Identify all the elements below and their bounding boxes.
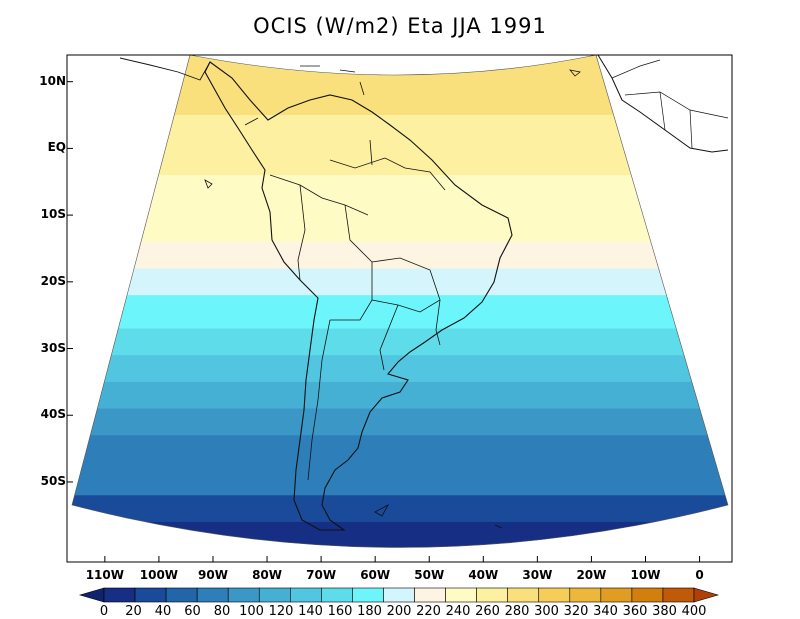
plot-frame [66, 54, 733, 563]
colorbar-label-8: 160 [327, 604, 353, 619]
colorbar-cell-17 [631, 587, 664, 603]
field-band-5 [72, 241, 728, 269]
colorbar-cell-13 [507, 587, 540, 603]
lat-label-1: EQ [47, 140, 66, 155]
lat-label-6: 50S [40, 473, 66, 488]
colorbar-label-13: 260 [475, 604, 500, 619]
colorbar-cell-12 [476, 587, 508, 603]
lon-label-4: 70W [306, 568, 337, 582]
africa-borders [611, 59, 729, 149]
field-band-12 [72, 435, 728, 470]
field-band-3 [72, 175, 728, 209]
field-band-9 [72, 355, 728, 383]
colorbar-cell-5 [258, 587, 291, 603]
colorbar [78, 587, 720, 603]
colorbar-label-14: 280 [504, 604, 530, 619]
colorbar-label-15: 300 [534, 604, 559, 619]
colorbar-cell-7 [321, 587, 353, 603]
lat-label-2: 10S [40, 207, 66, 222]
colorbar-label-2: 40 [154, 604, 172, 619]
colorbar-cell-2 [165, 587, 198, 603]
field-band-2 [72, 148, 728, 176]
colorbar-cell-9 [383, 587, 415, 603]
lat-label-4: 30S [40, 340, 66, 355]
country-borders [244, 117, 446, 481]
lat-tick-marks [67, 81, 73, 483]
lon-label-8: 30W [522, 568, 553, 582]
colorbar-cell-18 [662, 587, 695, 603]
lon-label-9: 20W [576, 568, 607, 582]
colorbar-cell-3 [196, 587, 229, 603]
field-band-4 [72, 208, 728, 243]
lon-tick-marks [104, 556, 701, 562]
colorbar-cell-11 [445, 587, 477, 603]
colorbar-cell-10 [414, 587, 446, 603]
colorbar-label-9: 180 [357, 604, 382, 619]
plot-title: OCIS (W/m2) Eta JJA 1991 [253, 14, 547, 38]
colorbar-label-12: 240 [445, 604, 471, 619]
colorbar-label-16: 320 [563, 604, 589, 619]
colorbar-label-4: 80 [213, 604, 231, 619]
colorbar-label-3: 60 [184, 604, 201, 619]
colorbar-high-arrow [693, 587, 720, 603]
domain-outline [71, 54, 729, 548]
colorbar-cell-0 [103, 587, 136, 603]
lon-label-0: 110W [85, 568, 124, 582]
field-band-6 [72, 268, 728, 296]
colorbar-cell-6 [290, 587, 322, 603]
lon-label-5: 60W [360, 568, 391, 582]
field-band-13 [72, 468, 728, 496]
field-band-11 [72, 408, 728, 436]
colorbar-cell-1 [134, 587, 167, 603]
colorbar-label-19: 380 [652, 604, 677, 619]
colorbar-cell-16 [600, 587, 633, 603]
south-america-coastline [204, 61, 513, 531]
colorbar-cell-15 [569, 587, 602, 603]
lon-label-10: 10W [630, 568, 661, 582]
field-band-10 [72, 381, 728, 410]
lat-label-0: 10N [39, 73, 66, 88]
colorbar-label-7: 140 [298, 604, 323, 619]
colorbar-label-1: 20 [125, 604, 142, 619]
field-band-7 [72, 295, 728, 330]
colorbar-label-17: 340 [593, 604, 618, 619]
lon-label-3: 80W [252, 568, 282, 582]
lon-label-2: 90W [198, 568, 228, 582]
colorbar-label-20: 400 [681, 604, 707, 619]
colorbar-low-arrow [78, 587, 105, 603]
colorbar-label-18: 360 [622, 604, 648, 619]
lat-label-5: 40S [40, 407, 66, 422]
field-band-8 [72, 328, 728, 356]
field-band-0 [72, 55, 728, 116]
central-america-coastline [119, 57, 211, 81]
lon-label-11: 0 [695, 568, 704, 582]
ocis-field [72, 55, 728, 548]
colorbar-label-11: 220 [416, 604, 441, 619]
field-band-15 [72, 521, 728, 548]
colorbar-cell-4 [227, 587, 260, 603]
lon-label-7: 40W [468, 568, 499, 582]
colorbar-label-5: 100 [239, 604, 264, 619]
colorbar-label-6: 120 [268, 604, 294, 619]
islands [204, 65, 581, 529]
colorbar-cell-14 [538, 587, 571, 603]
lon-label-1: 100W [139, 568, 179, 582]
africa-coastline [597, 54, 729, 153]
lat-label-3: 20S [40, 273, 66, 288]
colorbar-cell-8 [352, 587, 384, 603]
colorbar-label-10: 200 [386, 604, 412, 619]
field-band-14 [72, 495, 728, 523]
lon-label-6: 50W [414, 568, 445, 582]
colorbar-label-0: 0 [99, 604, 109, 619]
